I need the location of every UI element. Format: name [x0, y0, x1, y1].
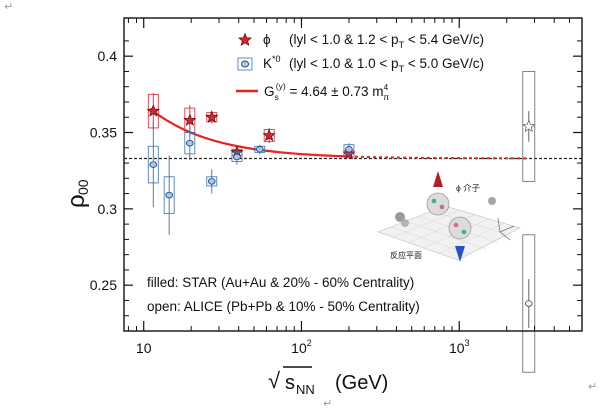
kstar-point [345, 146, 353, 153]
kstar-point [149, 161, 158, 168]
spin-up-arrow [433, 171, 443, 187]
kstar-point [233, 153, 241, 161]
systematic-box [522, 71, 536, 182]
x-axis-label: √ s NN (GeV) [268, 366, 388, 397]
annotation-open: open: ALICE (Pb+Pb & 10% - 50% Centralit… [147, 299, 420, 314]
kstar-point [524, 300, 533, 307]
y-axis-label: ρ 00 [63, 179, 91, 208]
annotation-filled: filled: STAR (Au+Au & 20% - 60% Centrali… [147, 275, 414, 290]
phi-point [183, 113, 197, 126]
nucleus-left [395, 212, 405, 222]
nucleus-right [488, 197, 496, 205]
y-axis-label-sub: 00 [75, 179, 91, 195]
legend-k-box [237, 57, 253, 71]
y-tick-label: 0.25 [90, 277, 117, 293]
legend-fit-text: Gs(y) = 4.64 ± 0.73 m4 π [264, 81, 389, 102]
legend-k-marker [240, 60, 250, 68]
x-axis-label-unit: (GeV) [335, 372, 388, 394]
legend-phi-text: (lyl < 1.0 & 1.2 < pT < 5.4 GeV/c) [289, 32, 484, 50]
kstar-point [185, 139, 194, 147]
y-tick-label: 0.35 [90, 125, 117, 141]
x-axis-label-s: s [285, 372, 295, 394]
paragraph-mark: ↵ [323, 397, 333, 410]
reaction-plane-inset: ϕ 介子 反应平面 [376, 171, 521, 262]
x-axis-label-sub: NN [296, 382, 315, 397]
legend-k-text: (lyl < 1.0 & 1.0 < pT < 5.0 GeV/c) [289, 56, 484, 74]
legend-k-symbol: K*0 [263, 54, 281, 71]
kstar-point [207, 178, 216, 185]
fit-curve [149, 107, 350, 158]
y-tick-label: 0.3 [98, 201, 118, 217]
legend: ϕ (lyl < 1.0 & 1.2 < pT < 5.4 GeV/c) K*0… [236, 32, 484, 102]
paragraph-mark: ↵ [588, 380, 598, 393]
reaction-plane [376, 205, 521, 261]
inset-meson-label: ϕ 介子 [456, 183, 481, 193]
meson-sphere [448, 216, 472, 240]
spin-down-arrow [455, 246, 465, 262]
phi-point [522, 119, 536, 133]
meson-sphere [426, 192, 450, 216]
x-tick-label: 10 [136, 340, 152, 356]
y-tick-label: 0.4 [98, 48, 118, 64]
x-axis-label-sqrt: √ [268, 368, 281, 393]
plot-frame [123, 17, 583, 332]
kstar-point [165, 191, 174, 199]
kstar-point [255, 146, 264, 153]
phi-point [205, 110, 219, 123]
legend-phi-marker [237, 32, 253, 47]
paragraph-mark: ↵ [4, 0, 14, 13]
y-axis-label-main: ρ [63, 194, 90, 208]
x-tick-label: 102 [291, 338, 312, 356]
x-tick-label: 103 [449, 338, 470, 356]
phi-point [262, 128, 276, 142]
phi-point [146, 104, 160, 117]
legend-phi-symbol: ϕ [263, 32, 271, 47]
inset-plane-label: 反应平面 [390, 250, 422, 260]
systematic-box [522, 234, 536, 373]
